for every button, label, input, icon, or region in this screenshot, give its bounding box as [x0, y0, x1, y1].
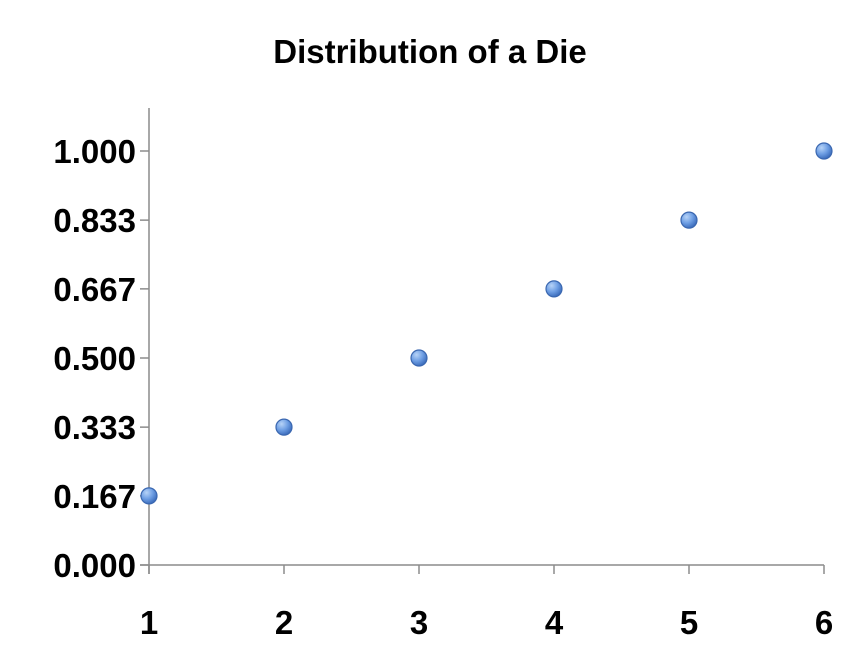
data-point — [680, 211, 698, 229]
y-tick-label: 0.000 — [53, 547, 136, 584]
y-tick-label: 0.833 — [53, 202, 136, 239]
data-points — [140, 142, 833, 505]
data-point — [815, 142, 833, 160]
y-tick-label: 1.000 — [53, 133, 136, 170]
y-tick-label: 0.500 — [53, 340, 136, 377]
data-point — [140, 487, 158, 505]
x-tick-label: 3 — [410, 604, 428, 641]
y-tick-label: 0.667 — [53, 271, 136, 308]
x-tick-label: 2 — [275, 604, 293, 641]
y-tick-label: 0.167 — [53, 478, 136, 515]
y-tick-label: 0.333 — [53, 409, 136, 446]
axes — [140, 108, 825, 574]
data-point — [275, 418, 293, 436]
x-tick-label: 4 — [545, 604, 564, 641]
tick-labels: 0.000 0.167 0.333 0.500 0.667 0.833 1.000 1 2 3 4 5… — [53, 133, 833, 641]
data-point — [545, 280, 563, 298]
x-tick-label: 6 — [815, 604, 833, 641]
chart-title: Distribution of a Die — [273, 33, 587, 70]
data-point — [410, 349, 428, 367]
x-tick-label: 5 — [680, 604, 698, 641]
x-tick-label: 1 — [140, 604, 158, 641]
